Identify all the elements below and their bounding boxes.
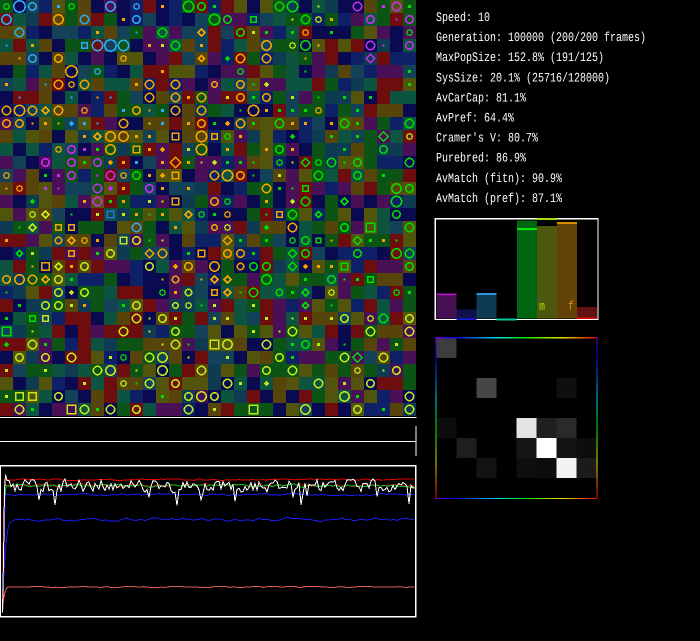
svg-text:m: m (539, 299, 545, 314)
svg-text:AvPref: 64.4%: AvPref: 64.4% (436, 111, 514, 126)
svg-text:Speed: 10: Speed: 10 (436, 10, 490, 25)
svg-text:f: f (568, 299, 574, 314)
svg-text:AvMatch (pref): 87.1%: AvMatch (pref): 87.1% (436, 191, 562, 206)
svg-text:AvCarCap: 81.1%: AvCarCap: 81.1% (436, 90, 526, 105)
svg-text:Generation: 100000 (200/200 fr: Generation: 100000 (200/200 frames) (436, 30, 646, 45)
svg-text:SysSize: 20.1% (25716/128000): SysSize: 20.1% (25716/128000) (436, 70, 610, 85)
svg-text:Purebred: 86.9%: Purebred: 86.9% (436, 151, 526, 166)
svg-text:MaxPopSize: 152.8% (191/125): MaxPopSize: 152.8% (191/125) (436, 50, 604, 65)
svg-text:AvMatch (fitn): 90.9%: AvMatch (fitn): 90.9% (436, 171, 562, 186)
svg-text:Cramer's V: 80.7%: Cramer's V: 80.7% (436, 131, 538, 146)
